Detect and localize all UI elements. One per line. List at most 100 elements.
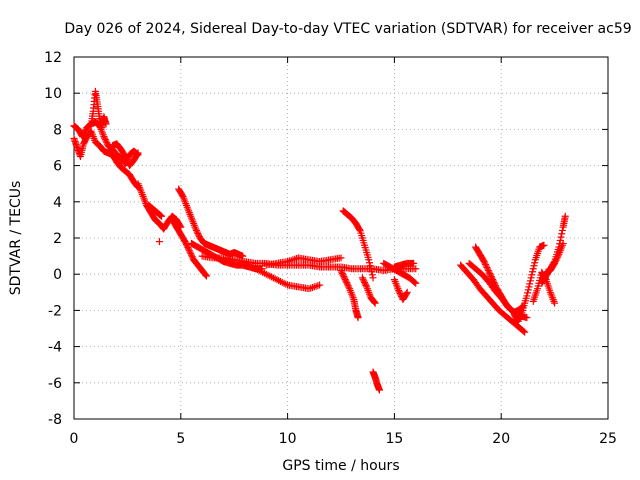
- data-point: [312, 282, 320, 290]
- data-point: [193, 228, 201, 236]
- data-point: [102, 120, 110, 128]
- data-point: [79, 133, 87, 141]
- y-tick-label: 0: [53, 267, 62, 283]
- data-point: [551, 299, 559, 307]
- series-arc-20: [390, 259, 418, 271]
- series-arc-14: [337, 267, 362, 322]
- data-points: [70, 87, 569, 394]
- data-point: [484, 265, 492, 273]
- y-tick-label: 4: [53, 195, 62, 211]
- data-point: [181, 238, 189, 246]
- series-arc-16: [358, 274, 379, 307]
- data-point: [396, 290, 404, 298]
- data-point: [395, 288, 403, 296]
- y-tick-label: 8: [53, 122, 62, 138]
- data-point: [343, 279, 351, 287]
- data-point: [100, 133, 108, 141]
- data-point: [185, 245, 193, 253]
- data-point: [480, 258, 488, 266]
- data-point: [530, 262, 538, 270]
- data-point: [369, 274, 377, 282]
- data-point: [157, 212, 165, 220]
- data-point: [523, 314, 531, 322]
- x-tick-label: 20: [492, 431, 510, 447]
- series-arc-12: [252, 265, 324, 293]
- x-tick-label: 0: [70, 431, 79, 447]
- data-point: [344, 282, 352, 290]
- data-point: [101, 134, 109, 142]
- data-point: [187, 250, 195, 258]
- series-arc-26: [538, 212, 569, 287]
- data-point: [102, 137, 110, 145]
- x-tick-label: 25: [599, 431, 617, 447]
- data-point: [360, 278, 368, 286]
- data-point: [486, 270, 494, 278]
- data-point: [524, 289, 532, 297]
- series-arc-5: [134, 180, 185, 233]
- data-point: [375, 386, 383, 394]
- y-axis-label: SDTVAR / TECUs: [8, 181, 24, 296]
- data-point: [520, 327, 528, 335]
- data-point: [526, 277, 534, 285]
- data-point: [354, 314, 362, 322]
- data-point: [80, 130, 88, 138]
- data-point: [202, 271, 210, 279]
- data-point: [551, 259, 559, 267]
- data-point: [365, 256, 373, 264]
- data-point: [158, 212, 166, 220]
- data-point: [483, 264, 491, 272]
- data-point: [490, 279, 498, 287]
- data-point: [121, 153, 129, 161]
- data-point: [484, 267, 492, 275]
- series-arc-21: [457, 261, 529, 336]
- series-arc-9: [168, 216, 210, 280]
- data-point: [343, 280, 351, 288]
- data-point: [307, 284, 315, 292]
- data-point: [489, 276, 497, 284]
- grid-lines: [74, 57, 608, 419]
- data-point: [492, 282, 500, 290]
- data-point: [403, 288, 411, 296]
- data-point: [359, 275, 367, 283]
- data-point: [481, 259, 489, 267]
- data-point: [287, 256, 295, 264]
- y-tick-label: -6: [48, 376, 62, 392]
- data-point: [370, 298, 378, 306]
- data-point: [362, 281, 370, 289]
- data-point: [316, 281, 324, 289]
- data-point: [345, 283, 353, 291]
- data-point: [184, 244, 192, 252]
- y-tick-label: -4: [48, 340, 62, 356]
- data-point: [123, 156, 131, 164]
- data-point: [527, 274, 535, 282]
- data-point: [489, 277, 497, 285]
- data-point: [558, 226, 566, 234]
- data-point: [395, 286, 403, 294]
- data-point: [368, 268, 376, 276]
- data-point: [103, 139, 111, 147]
- data-point: [485, 268, 493, 276]
- series-arc-27: [542, 239, 567, 276]
- series-arc-18: [380, 259, 420, 287]
- x-axis-label: GPS time / hours: [282, 458, 399, 474]
- data-point: [339, 271, 347, 279]
- data-point: [289, 256, 297, 264]
- data-point: [183, 242, 191, 250]
- data-point: [195, 231, 203, 239]
- data-point: [365, 259, 373, 267]
- data-point: [133, 150, 141, 158]
- data-point: [487, 271, 495, 279]
- data-point: [552, 256, 560, 264]
- y-tick-label: -2: [48, 303, 62, 319]
- data-point: [342, 277, 350, 285]
- data-point: [81, 127, 89, 135]
- series-arc-6: [145, 201, 166, 220]
- data-point: [412, 279, 420, 287]
- data-point: [314, 282, 322, 290]
- data-point: [482, 261, 490, 269]
- x-tick-label: 5: [176, 431, 185, 447]
- data-point: [338, 268, 346, 276]
- data-point: [338, 270, 346, 278]
- data-point: [523, 292, 531, 300]
- data-point: [551, 258, 559, 266]
